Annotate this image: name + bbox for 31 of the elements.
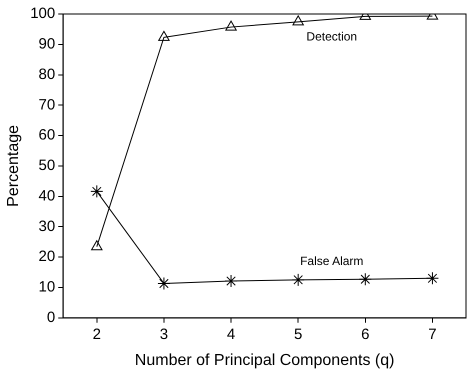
y-tick-label: 70 <box>38 96 56 114</box>
y-tick-label: 90 <box>38 36 56 53</box>
y-axis-title: Percentage <box>5 124 22 207</box>
point <box>225 20 237 31</box>
y-tick-label: 100 <box>30 5 56 22</box>
point <box>91 240 102 250</box>
x-tick-label: 2 <box>92 326 101 343</box>
point <box>292 273 305 286</box>
point <box>292 15 304 26</box>
x-tick-label: 6 <box>361 326 370 343</box>
x-tick-label: 5 <box>294 326 302 343</box>
point <box>224 274 238 288</box>
y-tick-label: 50 <box>38 157 56 174</box>
x-tick-label: 3 <box>160 326 168 343</box>
series-label: False Alarm <box>300 254 364 268</box>
point <box>157 276 170 290</box>
point <box>426 272 439 285</box>
series-label: Detection <box>306 29 358 44</box>
point <box>158 30 170 41</box>
y-tick-label: 60 <box>38 126 56 144</box>
point <box>90 184 104 198</box>
x-tick-label: 4 <box>226 326 236 343</box>
y-tick-label: 0 <box>46 308 56 326</box>
y-tick-label: 40 <box>38 187 56 204</box>
x-axis-title: Number of Principal Components (q) <box>134 352 394 369</box>
point <box>358 272 372 286</box>
y-tick-label: 10 <box>38 278 56 296</box>
x-tick-label: 7 <box>428 326 437 343</box>
y-tick-label: 30 <box>38 218 56 235</box>
y-tick-label: 20 <box>38 248 56 266</box>
y-tick-label: 80 <box>38 66 56 83</box>
